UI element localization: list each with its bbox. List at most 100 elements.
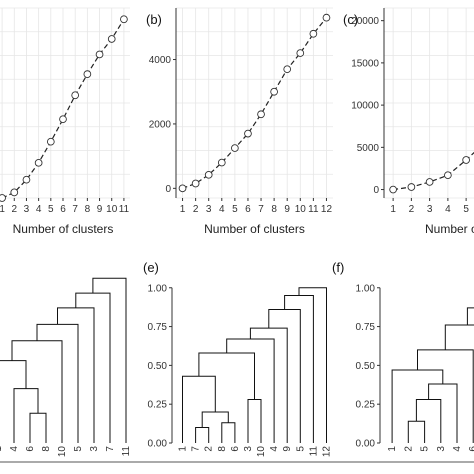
- y-tick-label: 1.00: [148, 283, 168, 294]
- x-axis-label-c: Number of cl: [425, 222, 474, 236]
- data-point: [309, 29, 318, 38]
- leaf-label: 2: [204, 446, 215, 452]
- y-tick-label: 0.25: [148, 400, 168, 411]
- data-point: [120, 15, 128, 24]
- data-point: [83, 70, 92, 78]
- panel-label-b: (b): [146, 12, 162, 27]
- dendrogram-link: [13, 388, 39, 443]
- dendrogram-link: [407, 420, 426, 443]
- x-tick-label: 7: [258, 204, 264, 215]
- leaf-label: 2: [403, 446, 414, 452]
- dendrogram-link: [249, 327, 288, 443]
- y-tick-label: 15000: [351, 58, 379, 69]
- x-tick-label: 1: [180, 204, 186, 215]
- dendrogram-link: [391, 369, 444, 443]
- leaf-label: 3: [436, 446, 447, 452]
- x-tick-label: 6: [60, 204, 66, 215]
- y-tick-label: 4000: [149, 55, 172, 66]
- leaf-label: 10: [256, 446, 267, 458]
- data-point: [46, 137, 55, 146]
- dendrogram-link: [75, 292, 111, 443]
- leaf-label: 1: [178, 446, 189, 452]
- dendrogram-link: [182, 375, 216, 443]
- x-tick-label: 9: [284, 204, 290, 215]
- x-tick-label: 4: [445, 204, 451, 215]
- data-point: [462, 156, 470, 164]
- data-point: [10, 188, 19, 197]
- y-tick-label: 10000: [351, 101, 379, 112]
- data-point: [296, 49, 305, 57]
- data-point: [191, 179, 200, 188]
- dendrogram-link: [247, 399, 262, 443]
- leaf-label: 3: [89, 446, 100, 452]
- panel-a: 1 2 3 4 5 6 7 8 9 10 11 Number of clusters: [0, 7, 130, 236]
- x-tick-label: 6: [245, 204, 251, 215]
- dendrogram-link: [201, 411, 229, 428]
- leaf-label: 4: [9, 446, 20, 452]
- data-point: [231, 144, 239, 152]
- y-tick-label: 0.50: [356, 361, 376, 372]
- x-tick-label: 1: [390, 204, 396, 215]
- leaf-label: 1: [387, 446, 398, 452]
- leaf-label: 5: [295, 446, 306, 452]
- dendrogram-link: [0, 360, 27, 389]
- data-point: [204, 170, 213, 179]
- x-tick-label: 2: [193, 204, 199, 215]
- data-point: [22, 175, 31, 184]
- data-point: [217, 158, 226, 167]
- leaf-label: 4: [269, 446, 280, 452]
- x-tick-label: 5: [232, 204, 238, 215]
- data-point: [71, 91, 80, 100]
- x-tick-label: 3: [427, 204, 433, 215]
- data-point: [34, 158, 43, 167]
- x-tick-label: 10: [106, 204, 118, 215]
- data-point: [95, 50, 104, 59]
- y-tick-label: 0.00: [148, 439, 168, 450]
- x-tick-label: 5: [48, 204, 54, 215]
- leaf-label: 7: [105, 446, 116, 452]
- dendrogram-link: [92, 277, 127, 443]
- leaf-label: 3: [243, 446, 254, 452]
- data-point: [244, 129, 252, 138]
- y-tick-label: 5000: [357, 143, 380, 154]
- x-axis-label-b: Number of clusters: [204, 222, 305, 236]
- y-tick-label: 0: [165, 184, 171, 195]
- panel-c: (c)0500010000150002000012345678Number of…: [343, 7, 474, 236]
- y-tick-label: 0.75: [356, 322, 376, 333]
- data-point: [444, 171, 452, 180]
- dendrogram-link: [11, 340, 63, 443]
- y-tick-label: 0.25: [356, 400, 376, 411]
- data-point: [389, 185, 397, 194]
- x-tick-label: 4: [36, 204, 42, 215]
- x-tick-label: 12: [321, 204, 333, 215]
- panel-e: (e) 0.00 0.25 0.50 0.75 1.00 1 7 2 8 6 3 10 4 9 5 11 12: [143, 260, 332, 457]
- x-tick-label: 7: [72, 204, 78, 215]
- x-tick-label: 5: [463, 204, 469, 215]
- leaf-label: 1: [0, 446, 4, 452]
- x-tick-label: 10: [295, 204, 307, 215]
- dendrogram-link: [284, 295, 314, 443]
- leaf-label: 8: [41, 446, 52, 452]
- x-axis-label-a: Number of clusters: [13, 222, 114, 236]
- dendrogram-link: [195, 427, 210, 443]
- leaf-label: 7: [191, 446, 202, 452]
- x-tick-label: 9: [97, 204, 103, 215]
- dendrogram-link: [268, 309, 301, 443]
- series-line-c: [393, 151, 474, 191]
- data-point: [425, 178, 434, 186]
- x-tick-label: 8: [85, 204, 91, 215]
- data-point: [107, 35, 116, 43]
- y-tick-label: 0.75: [148, 322, 168, 333]
- leaf-label: 5: [73, 446, 84, 452]
- leaf-label: 11: [121, 446, 132, 457]
- leaf-label: 6: [25, 446, 36, 452]
- x-tick-label: 3: [24, 204, 30, 215]
- dendrogram-link: [221, 422, 236, 443]
- series-line-a: [1, 18, 125, 199]
- y-tick-label: 20000: [351, 16, 379, 27]
- leaf-label: 12: [321, 446, 332, 458]
- data-point: [257, 110, 265, 119]
